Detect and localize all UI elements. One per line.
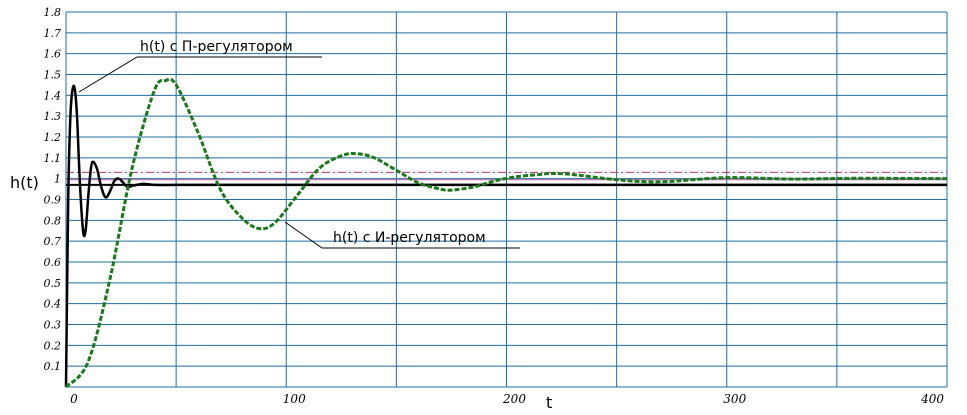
- y-tick-label: 1.3: [44, 110, 62, 123]
- y-tick-label: 0.8: [44, 214, 62, 227]
- x-tick-label: 300: [723, 392, 746, 406]
- y-axis-label: h(t): [10, 173, 39, 192]
- x-tick-label: 0: [70, 392, 78, 406]
- x-tick-label: 400: [920, 392, 944, 406]
- y-tick-label: 1.5: [44, 69, 62, 82]
- annotation-p-leader: [78, 56, 138, 93]
- y-tick-label: 1.4: [44, 89, 62, 102]
- x-tick-label: 200: [502, 392, 526, 406]
- annotation-p-text: h(t) с П-регулятором: [140, 39, 293, 55]
- y-tick-label: 1.8: [44, 6, 62, 19]
- y-tick-label: 0.7: [44, 235, 62, 248]
- y-tick-label: 0.9: [44, 194, 62, 207]
- series-p-regulator-line: [64, 84, 947, 388]
- y-tick-label: 1.1: [44, 152, 62, 165]
- y-tick-label: 0.1: [44, 360, 62, 373]
- grid: [65, 11, 948, 388]
- series-i-regulator-line: [64, 77, 948, 389]
- y-tick-label: 1.7: [44, 27, 62, 40]
- x-axis-label: t: [546, 393, 552, 412]
- series-lines: [64, 77, 948, 389]
- x-tick-label: 100: [283, 392, 306, 406]
- y-tick-label: 0.3: [44, 319, 62, 332]
- y-tick-label: 1.6: [44, 48, 62, 61]
- annotation-p-regulator: h(t) с П-регулятором: [78, 39, 322, 93]
- y-tick-label: 0.6: [44, 256, 62, 269]
- y-tick-label: 0.2: [44, 339, 62, 352]
- y-tick-label: 1: [54, 173, 61, 186]
- annotation-i-regulator: h(t) с И-регулятором: [284, 221, 520, 249]
- annotation-i-text: h(t) с И-регулятором: [333, 230, 486, 246]
- y-tick-label: 0.4: [44, 298, 62, 311]
- annotation-i-leader: [284, 221, 323, 249]
- y-tick-label: 0.5: [44, 277, 62, 290]
- y-tick-label: 1.2: [44, 131, 62, 144]
- tick-labels: 0.1 0.2 0.3 0.4 0.5 0.6 0.7 0.8 0.9 1 1.1 1.2 1.3 1.4…: [44, 6, 945, 406]
